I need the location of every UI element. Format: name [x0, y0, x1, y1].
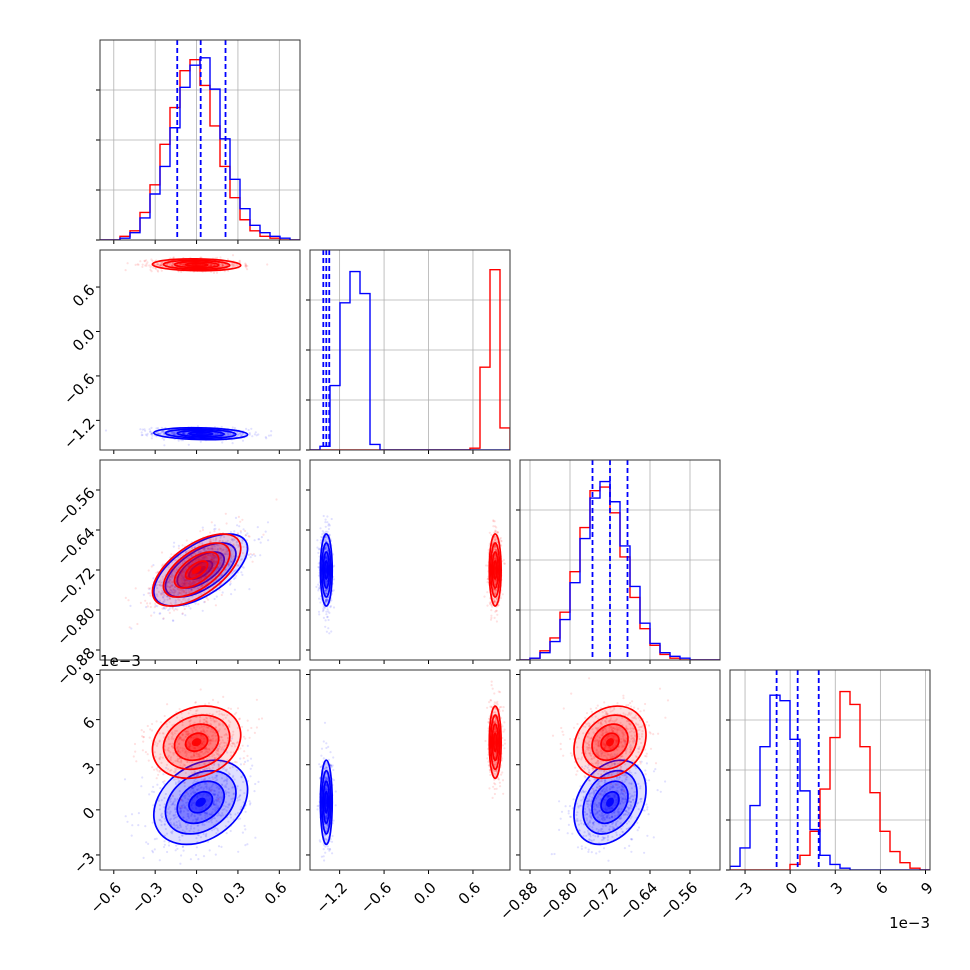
panel-frame — [99, 249, 301, 451]
x-tick-label-1-4: 0.3 — [220, 879, 250, 909]
y-tick-label-4-4: 6 — [79, 713, 98, 732]
blue-peak — [195, 797, 206, 807]
x-tick-label-3-1: −0.88 — [496, 879, 541, 924]
scatter-panel-4-1 — [96, 669, 301, 874]
x-tick-label-2-4: 0.6 — [455, 879, 485, 909]
blue-samples — [550, 732, 667, 862]
blue-peak — [195, 433, 206, 435]
x-tick-label-2-3: 0.0 — [410, 879, 440, 909]
histogram-panel-1 — [96, 39, 301, 244]
blue-peak — [606, 797, 614, 807]
x-tick-label-2-2: −0.6 — [357, 879, 395, 917]
y-tick-label-4-3: 3 — [79, 759, 98, 778]
red-histogram-2 — [310, 268, 510, 450]
panel-frame — [99, 459, 301, 661]
x-tick-label-4-4: 6 — [872, 879, 891, 898]
red-peak — [606, 738, 614, 747]
y-tick-label-2-4: 0.6 — [69, 281, 99, 311]
x-tick-label-4-2: 0 — [782, 879, 801, 898]
y-tick-label-2-3: 0.0 — [69, 325, 99, 355]
scatter-panel-4-2 — [306, 669, 511, 874]
red-peak — [191, 264, 202, 266]
x-tick-label-4-1: −3 — [728, 879, 756, 907]
histogram-panel-2 — [306, 249, 511, 454]
panel-frame — [309, 459, 511, 661]
red-peak — [494, 738, 496, 747]
x-tick-label-3-5: −0.56 — [656, 879, 701, 924]
y-tick-label-2-1: −1.2 — [60, 414, 98, 452]
y-tick-label-2-2: −0.6 — [60, 370, 98, 408]
panel-frame — [519, 669, 721, 871]
panel-frame — [99, 669, 301, 871]
blue-histogram-4 — [730, 694, 930, 870]
x-tick-label-2-1: −1.2 — [312, 879, 350, 917]
panel-frame — [309, 249, 511, 451]
x-tick-label-3-3: −0.72 — [576, 879, 621, 924]
y-tick-label-3-3: −0.72 — [53, 564, 98, 609]
x-offset-label: 1e−3 — [889, 914, 930, 932]
histogram-panel-3 — [516, 459, 721, 664]
x-tick-label-4-3: 3 — [827, 879, 846, 898]
y-tick-label-4-5: 9 — [79, 668, 98, 687]
scatter-panel-3-2 — [306, 459, 511, 664]
y-tick-label-3-4: −0.64 — [53, 524, 98, 569]
blue-histogram-2 — [310, 270, 510, 450]
x-tick-label-1-5: 0.6 — [261, 879, 291, 909]
x-tick-label-1-3: 0.0 — [178, 879, 208, 909]
red-peak — [494, 566, 496, 574]
red-histogram-4 — [730, 690, 930, 870]
x-tick-label-1-1: −0.6 — [87, 879, 125, 917]
histogram-panel-4 — [726, 669, 931, 874]
blue-peak — [325, 566, 327, 574]
scatter-panel-3-1 — [96, 459, 301, 664]
red-peak — [191, 738, 202, 747]
x-tick-label-1-2: −0.3 — [128, 879, 166, 917]
panel-frame — [729, 669, 931, 871]
blue-peak — [325, 797, 327, 807]
scatter-panel-4-3 — [516, 669, 721, 874]
y-tick-label-4-1: −3 — [70, 849, 98, 877]
red-peak — [191, 566, 202, 574]
y-offset-label: 1e−3 — [100, 652, 141, 670]
x-tick-label-3-2: −0.80 — [536, 879, 581, 924]
panel-frame — [309, 669, 511, 871]
panel-frame — [99, 39, 301, 241]
x-tick-label-4-5: 9 — [917, 879, 936, 898]
blue-histogram-3 — [520, 480, 720, 660]
scatter-panel-2-1 — [96, 249, 301, 454]
x-tick-label-3-4: −0.64 — [616, 879, 661, 924]
y-tick-label-4-2: 0 — [79, 804, 98, 823]
panel-frame — [519, 459, 721, 661]
y-tick-label-3-5: −0.56 — [53, 484, 98, 529]
y-tick-label-3-2: −0.80 — [53, 604, 98, 649]
